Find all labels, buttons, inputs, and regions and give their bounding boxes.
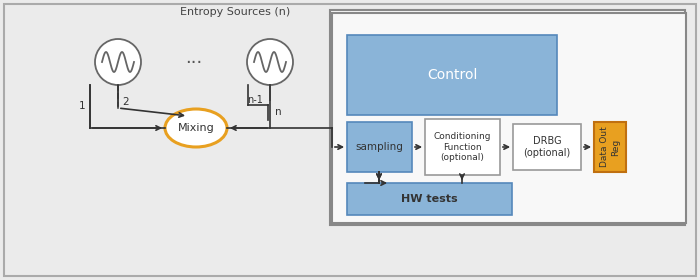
Ellipse shape (95, 39, 141, 85)
Text: DRBG
(optional): DRBG (optional) (524, 136, 570, 158)
Text: n-1: n-1 (247, 95, 263, 105)
Text: 1: 1 (78, 101, 85, 111)
Text: ...: ... (186, 49, 202, 67)
Text: sampling: sampling (355, 142, 403, 152)
Text: Control: Control (427, 68, 477, 82)
Text: HW tests: HW tests (400, 194, 457, 204)
Ellipse shape (165, 109, 227, 147)
Bar (332, 13, 686, 223)
Ellipse shape (247, 39, 293, 85)
Text: Data Out
Reg: Data Out Reg (601, 127, 620, 167)
Bar (347, 183, 512, 215)
Bar (513, 124, 581, 170)
Text: Entropy Sources (n): Entropy Sources (n) (180, 7, 290, 17)
Bar (594, 122, 626, 172)
Bar (347, 35, 557, 115)
Bar (347, 122, 412, 172)
Bar (330, 10, 685, 225)
Bar (425, 119, 500, 175)
Text: Conditioning
Function
(optional): Conditioning Function (optional) (433, 132, 491, 162)
Text: n: n (274, 107, 281, 117)
Text: 2: 2 (122, 97, 130, 107)
Text: Mixing: Mixing (178, 123, 214, 133)
